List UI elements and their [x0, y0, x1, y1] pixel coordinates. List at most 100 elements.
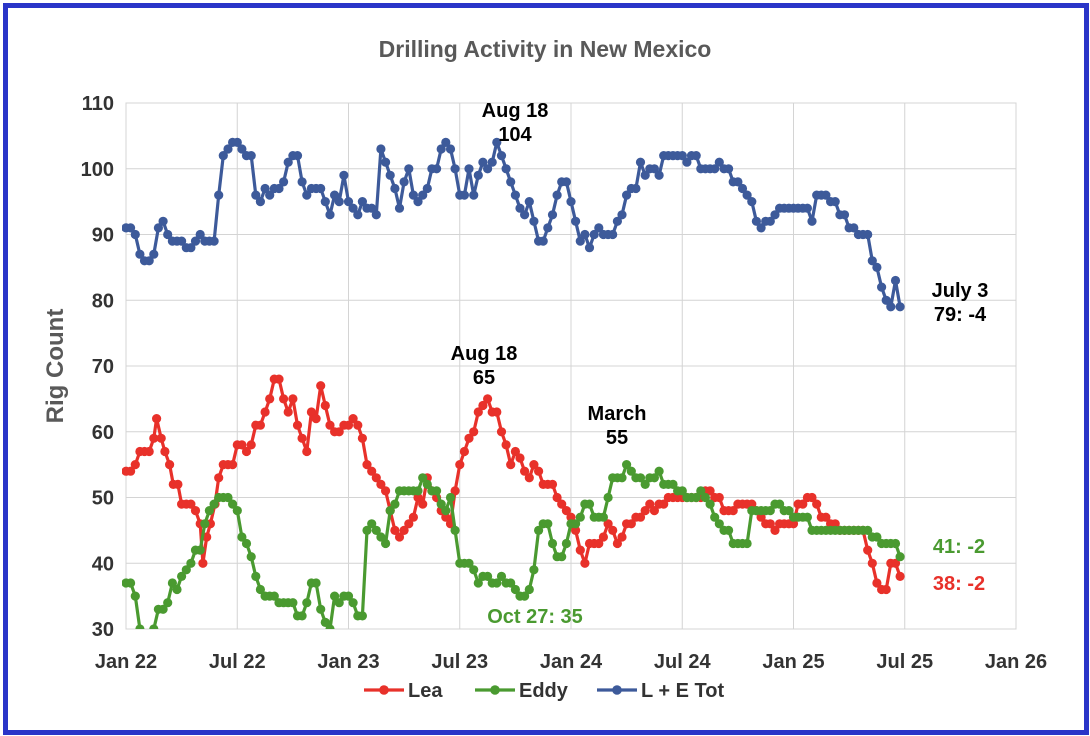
data-point-lea — [566, 512, 576, 522]
data-point-total — [492, 137, 502, 147]
data-point-total — [849, 223, 859, 233]
data-point-eddy — [140, 631, 149, 640]
data-point-total — [529, 216, 539, 226]
data-point-lea — [311, 414, 321, 424]
data-point-eddy — [195, 545, 205, 555]
data-point-lea — [160, 446, 170, 457]
annotation-line: 41: -2 — [933, 536, 985, 558]
data-point-total — [478, 157, 488, 167]
data-point-eddy — [450, 525, 460, 536]
data-point-total — [441, 137, 451, 147]
data-point-eddy — [584, 499, 595, 509]
data-point-lea — [598, 532, 609, 542]
data-point-total — [316, 183, 326, 194]
data-point-lea — [496, 427, 507, 437]
data-point-lea — [547, 479, 558, 489]
x-tick-label: Jul 22 — [209, 651, 266, 673]
data-point-total — [496, 151, 507, 161]
data-point-eddy — [571, 519, 581, 529]
data-point-lea — [376, 479, 386, 489]
data-point-eddy — [691, 492, 701, 503]
data-point-total — [195, 229, 205, 240]
data-point-lea — [890, 558, 901, 568]
data-point-total — [580, 229, 590, 240]
data-point-eddy — [547, 538, 558, 549]
legend-label: L + E Tot — [641, 680, 724, 702]
data-point-eddy — [441, 506, 451, 516]
data-point-total — [223, 144, 233, 154]
data-point-total — [394, 203, 405, 213]
data-point-eddy — [320, 617, 330, 628]
data-point-eddy — [696, 486, 706, 496]
data-point-lea — [728, 506, 738, 516]
data-point-eddy — [863, 525, 873, 536]
data-point-eddy — [269, 591, 279, 601]
data-point-eddy — [135, 624, 145, 629]
data-point-lea — [464, 433, 474, 443]
data-point-lea — [501, 440, 511, 450]
data-point-total — [218, 151, 228, 161]
data-point-lea — [617, 532, 627, 542]
data-point-total — [751, 216, 762, 226]
data-point-eddy — [534, 525, 544, 536]
data-point-eddy — [288, 598, 298, 608]
data-point-total — [353, 210, 363, 220]
data-point-total — [432, 164, 442, 174]
data-point-lea — [394, 532, 405, 542]
data-point-eddy — [149, 624, 159, 629]
data-point-total — [445, 144, 456, 154]
data-point-eddy — [130, 591, 140, 601]
data-point-lea — [469, 427, 479, 437]
data-point-total — [584, 243, 595, 253]
annotation-line: July 3 — [932, 280, 989, 302]
annotation-eddy-low: Oct 27: 35 — [487, 606, 583, 628]
data-point-lea — [325, 420, 335, 430]
data-point-eddy — [469, 565, 479, 575]
data-point-lea — [459, 446, 469, 457]
data-point-eddy — [413, 486, 423, 496]
data-point-eddy — [390, 499, 400, 509]
data-point-total — [543, 223, 553, 233]
data-point-total — [733, 177, 743, 187]
data-point-total — [631, 183, 641, 194]
data-point-lea — [534, 466, 544, 476]
data-point-total — [867, 256, 877, 266]
data-point-total — [274, 183, 284, 194]
data-point-total — [617, 210, 627, 220]
data-point-eddy — [445, 492, 456, 503]
data-point-eddy — [297, 611, 307, 621]
data-point-lea — [367, 466, 377, 476]
data-point-lea — [228, 460, 238, 470]
data-point-lea — [260, 407, 270, 417]
data-point-lea — [603, 519, 613, 529]
data-point-total — [877, 282, 887, 292]
data-point-lea — [288, 394, 298, 404]
data-point-total — [483, 164, 493, 174]
data-point-lea — [765, 519, 775, 529]
data-point-lea — [863, 545, 873, 555]
x-tick-label: Jan 22 — [95, 651, 157, 673]
data-point-lea — [483, 394, 493, 404]
data-point-eddy — [145, 631, 154, 640]
data-point-eddy — [622, 460, 632, 470]
data-point-eddy — [209, 499, 219, 509]
data-point-lea — [353, 420, 363, 430]
data-point-total — [821, 190, 831, 200]
legend-swatch-marker — [490, 685, 500, 695]
data-point-total — [561, 177, 572, 187]
data-point-eddy — [126, 578, 136, 588]
data-point-total — [571, 216, 581, 226]
data-point-lea — [830, 519, 840, 529]
data-point-eddy — [357, 611, 367, 621]
data-point-total — [506, 177, 516, 187]
data-point-lea — [867, 558, 877, 568]
data-point-total — [399, 177, 409, 187]
data-point-total — [283, 157, 293, 167]
data-point-lea — [390, 525, 400, 536]
data-point-eddy — [724, 525, 734, 536]
data-point-eddy — [524, 584, 534, 595]
data-point-total — [339, 170, 349, 180]
data-point-eddy — [204, 506, 214, 516]
data-point-eddy — [668, 479, 678, 489]
